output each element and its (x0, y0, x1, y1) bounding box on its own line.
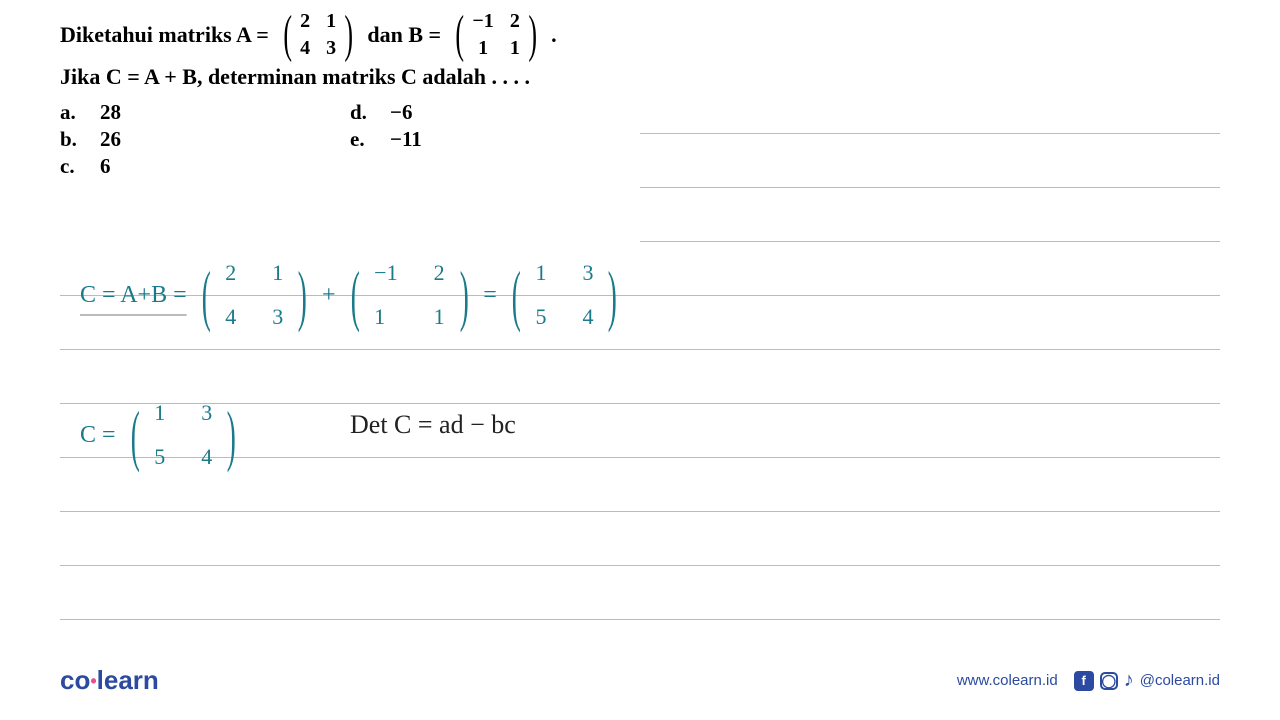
instagram-icon: ◯ (1100, 672, 1118, 690)
social-links: f ◯ ♪ @colearn.id (1074, 669, 1220, 692)
hw-lhs-2: C = (80, 422, 116, 449)
hw-matrix-a: ( 2 1 4 3 ) (195, 260, 314, 330)
hw-matrix-c2: ( 1 3 5 4 ) (124, 400, 243, 470)
footer: co•learn www.colearn.id f ◯ ♪ @colearn.i… (0, 665, 1280, 696)
handwriting-step-1: C = A+B = ( 2 1 4 3 ) + ( −1 2 1 1 ) = (… (80, 260, 624, 330)
matrix-a: ( 2 1 4 3 ) (275, 10, 362, 60)
question-prefix: Diketahui matriks A = (60, 22, 269, 48)
hw-lhs-1: C = A+B = (80, 282, 187, 309)
tiktok-icon: ♪ (1124, 669, 1134, 692)
website-url: www.colearn.id (957, 672, 1058, 689)
option-a: a. 28 (60, 100, 350, 125)
footer-right: www.colearn.id f ◯ ♪ @colearn.id (957, 669, 1220, 692)
facebook-icon: f (1074, 671, 1094, 691)
ruled-lines-top (640, 80, 1220, 242)
option-c: c. 6 (60, 154, 350, 179)
handwriting-step-2: C = ( 1 3 5 4 ) (80, 400, 243, 470)
option-e: e. −11 (350, 127, 640, 152)
option-d: d. −6 (350, 100, 640, 125)
handwriting-determinant: Det C = ad − bc (350, 410, 516, 440)
option-b: b. 26 (60, 127, 350, 152)
question-mid: dan B = (367, 22, 441, 48)
matrix-b: ( −1 2 1 1 ) (447, 10, 545, 60)
hw-matrix-b: ( −1 2 1 1 ) (344, 260, 476, 330)
hw-matrix-c: ( 1 3 5 4 ) (505, 260, 624, 330)
brand-logo: co•learn (60, 665, 159, 696)
question-line-1: Diketahui matriks A = ( 2 1 4 3 ) dan B … (60, 10, 1220, 60)
social-handle: @colearn.id (1140, 672, 1220, 689)
